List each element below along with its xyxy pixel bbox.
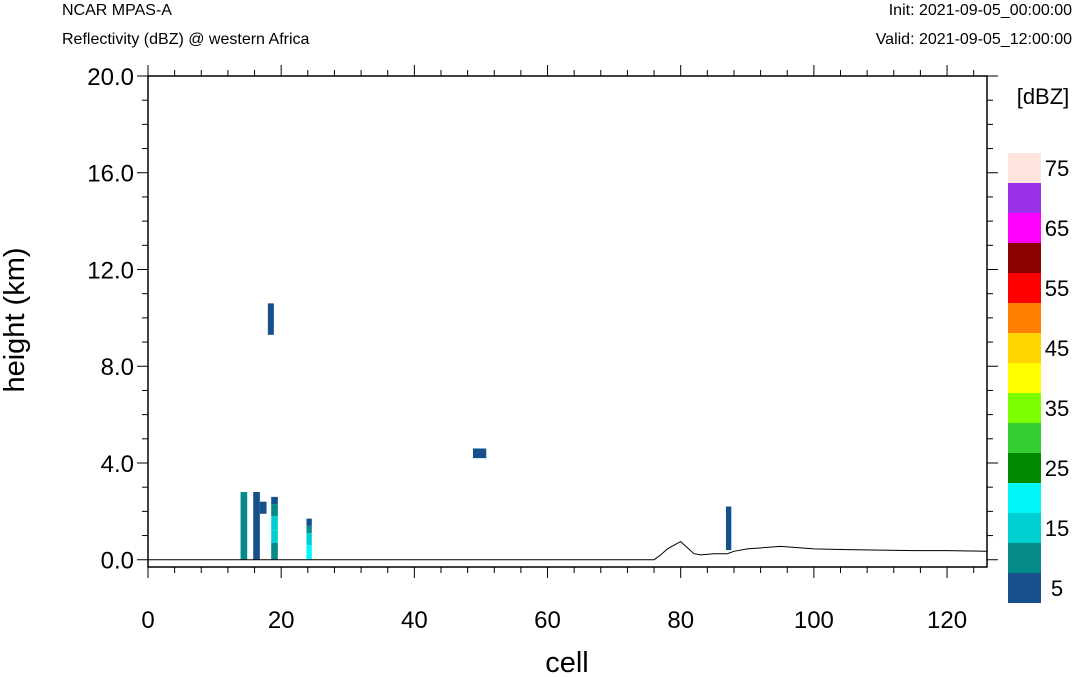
colorbar-swatch <box>1008 453 1041 483</box>
colorbar-swatch <box>1008 183 1041 213</box>
y-tick-label: 8.0 <box>101 354 134 381</box>
reflectivity-cell <box>267 303 274 335</box>
colorbar-swatch <box>1008 273 1041 303</box>
colorbar-swatch <box>1008 303 1041 333</box>
colorbar-swatch <box>1008 333 1041 363</box>
reflectivity-cell <box>271 496 278 505</box>
reflectivity-cell <box>271 542 278 560</box>
reflectivity-cell <box>306 545 312 560</box>
reflectivity-cell <box>306 525 312 534</box>
header-init-time: Init: 2021-09-05_00:00:00 <box>889 2 1072 19</box>
colorbar-swatch <box>1008 483 1041 513</box>
x-axis-label: cell <box>545 647 589 677</box>
x-tick-label: 20 <box>268 607 295 634</box>
reflectivity-cell <box>271 504 278 517</box>
reflectivity-cell <box>271 530 278 543</box>
colorbar-swatch <box>1008 513 1041 543</box>
x-tick-label: 60 <box>534 607 561 634</box>
y-tick-label: 16.0 <box>87 161 134 188</box>
header-model-name: NCAR MPAS-A <box>62 2 172 19</box>
colorbar-swatch <box>1008 573 1041 603</box>
colorbar-label: 45 <box>1045 336 1069 361</box>
colorbar-label: 75 <box>1045 156 1069 181</box>
colorbar-swatch <box>1008 243 1041 273</box>
y-tick-label: 4.0 <box>101 451 134 478</box>
plot-area: 0 20 40 60 80 100 120 0.0 4.0 8.0 12.0 16.0 20.0 <box>87 64 998 634</box>
reflectivity-cell <box>259 501 267 514</box>
colorbar-swatch <box>1008 153 1041 183</box>
reflectivity-cell <box>253 492 260 560</box>
reflectivity-cell <box>271 516 278 531</box>
colorbar-label: 15 <box>1045 516 1069 541</box>
colorbar-swatch <box>1008 363 1041 393</box>
reflectivity-cell <box>306 533 312 546</box>
y-tick-label: 0.0 <box>101 548 134 575</box>
reflectivity-cell <box>725 506 732 551</box>
colorbar-label: 25 <box>1045 456 1069 481</box>
reflectivity-cell <box>472 448 487 459</box>
colorbar-label: 35 <box>1045 396 1069 421</box>
reflectivity-cell <box>240 492 248 560</box>
y-tick-label: 12.0 <box>87 257 134 284</box>
x-tick-label: 120 <box>927 607 967 634</box>
plot-frame <box>147 75 988 568</box>
y-axis-label: height (km) <box>0 247 31 392</box>
colorbar-label: 65 <box>1045 216 1069 241</box>
colorbar-title: [dBZ] <box>1017 84 1070 109</box>
colorbar-label: 5 <box>1051 576 1063 601</box>
y-tick-label: 20.0 <box>87 64 134 91</box>
header-valid-time: Valid: 2021-09-05_12:00:00 <box>876 31 1072 48</box>
colorbar-label: 55 <box>1045 276 1069 301</box>
x-tick-label: 0 <box>141 607 154 634</box>
colorbar-swatch <box>1008 213 1041 243</box>
x-tick-label: 100 <box>794 607 834 634</box>
colorbar-swatch <box>1008 543 1041 573</box>
x-tick-label: 40 <box>401 607 428 634</box>
header-field-description: Reflectivity (dBZ) @ western Africa <box>62 31 310 48</box>
colorbar-swatch <box>1008 393 1041 423</box>
reflectivity-cell <box>306 518 312 526</box>
colorbar-swatch <box>1008 423 1041 453</box>
terrain-line <box>148 540 988 561</box>
x-tick-label: 80 <box>667 607 694 634</box>
colorbar: 5 15 25 35 45 55 65 75 <box>1008 153 1069 603</box>
